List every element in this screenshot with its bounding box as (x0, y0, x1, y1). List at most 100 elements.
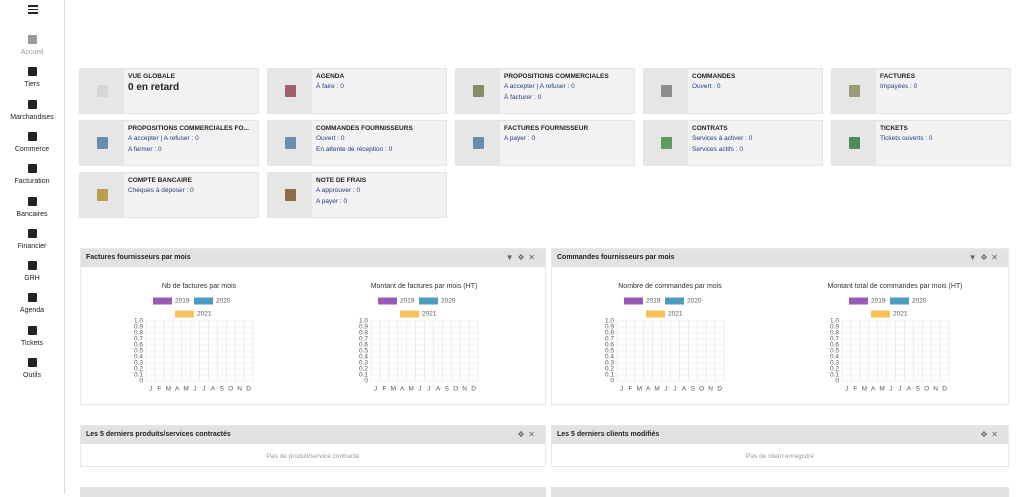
menu-item[interactable]: Outils (0, 358, 64, 379)
y-tick-label: 0.5 (605, 348, 614, 355)
box-line[interactable]: Services à activer : 0 (692, 135, 753, 142)
x-tick-label: J (620, 386, 623, 393)
box-title: VUE GLOBALE (128, 73, 175, 80)
box-line[interactable]: Chèques à déposer : 0 (128, 187, 194, 194)
widget-tools[interactable]: ▼✥✕ (968, 253, 1002, 262)
info-box[interactable]: PROPOSITIONS COMMERCIALES A accepter | A … (455, 68, 635, 114)
legend-swatch (624, 297, 643, 305)
y-tick-label: 0.1 (134, 372, 143, 379)
info-box[interactable]: PROPOSITIONS COMMERCIALES FO... A accepte… (79, 120, 259, 166)
widget-header: Les 5 derniers clients modifiés ✥✕ (552, 426, 1008, 444)
legend-label: 2021 (422, 311, 437, 318)
box-icon (849, 137, 860, 149)
box-line[interactable]: A approuver : 0 (316, 187, 361, 194)
box-title: NOTE DE FRAIS (316, 177, 367, 184)
box-line[interactable]: A fermer : 0 (128, 145, 162, 153)
box-line[interactable]: À faire : 0 (316, 83, 344, 90)
menu-item[interactable]: Accueil (0, 35, 64, 56)
menu-label: GRH (24, 275, 40, 283)
menu-button[interactable] (28, 3, 38, 16)
box-line[interactable]: Services actifs : 0 (692, 145, 743, 153)
menu-item[interactable]: Financier (0, 228, 64, 250)
y-tick-label: 0.4 (359, 354, 368, 361)
box-line[interactable]: En attente de réception : 0 (316, 145, 393, 153)
y-tick-label: 0.7 (605, 336, 614, 343)
box-line[interactable]: A accepter | A refuser : 0 (128, 135, 199, 142)
y-tick-label: 0.1 (605, 372, 614, 379)
info-box[interactable]: AGENDA À faire : 0 (267, 68, 447, 114)
x-tick-label: M (879, 386, 884, 393)
box-title: AGENDA (316, 73, 345, 80)
widget-tools[interactable]: ✥✕ (980, 430, 1002, 439)
x-tick-label: S (220, 386, 225, 393)
info-box[interactable]: COMMANDES Ouvert : 0 (643, 68, 823, 114)
menu-label: Facturation (14, 178, 50, 186)
box-line[interactable]: Ouvert : 0 (316, 135, 345, 142)
menu-label: Agenda (19, 307, 45, 315)
info-box[interactable]: FACTURES Impayées : 0 (831, 68, 1011, 114)
y-tick-label: 0.6 (359, 342, 368, 349)
sidebar: Accueil Tiers Marchandises Commerce Facturat… (0, 0, 65, 494)
box-line[interactable]: À facturer : 0 (504, 93, 542, 101)
menu-item[interactable]: GRH (0, 261, 64, 282)
box-title: COMMANDES FOURNISSEURS (316, 125, 413, 132)
x-tick-label: J (427, 386, 430, 393)
box-line[interactable]: Tickets ouverts : 0 (880, 135, 933, 142)
legend-swatch (400, 310, 419, 318)
x-tick-label: F (628, 386, 632, 393)
menu-label: Tickets (21, 339, 43, 347)
box-line[interactable]: A payer : 0 (316, 197, 348, 205)
menu-icon (27, 228, 37, 238)
widget: Commandes fournisseurs par mois ▼✥✕ Nombre… (551, 248, 1009, 405)
y-tick-label: 0.1 (830, 372, 839, 379)
x-tick-label: D (717, 386, 722, 393)
widget-tools[interactable]: ▼✥✕ (505, 253, 539, 262)
menu-item[interactable]: Bancaires (0, 196, 64, 218)
x-tick-label: M (391, 386, 396, 393)
info-box[interactable]: TICKETS Tickets ouverts : 0 (831, 120, 1011, 166)
menu-item[interactable]: Facturation (0, 164, 64, 185)
info-box[interactable]: VUE GLOBALE 0 en retard (79, 68, 259, 114)
info-box[interactable]: NOTE DE FRAIS A approuver : 0 A payer : 0 (267, 172, 447, 218)
y-tick-label: 1.0 (830, 318, 839, 325)
box-icon-area (832, 69, 876, 113)
box-line[interactable]: Ouvert : 0 (692, 83, 721, 90)
x-tick-label: S (691, 386, 696, 393)
y-tick-label: 0.9 (605, 324, 614, 331)
info-box[interactable]: COMMANDES FOURNISSEURS Ouvert : 0 En atten… (267, 120, 447, 166)
info-box[interactable]: CONTRATS Services à activer : 0 Services a… (643, 120, 823, 166)
box-line[interactable]: A accepter | A refuser : 0 (504, 83, 575, 90)
box-icon-area (80, 121, 124, 165)
y-tick-label: 0.3 (830, 360, 839, 367)
y-tick-label: 0.8 (605, 330, 614, 337)
box-title: CONTRATS (692, 125, 728, 132)
x-tick-label: M (408, 386, 413, 393)
menu-item[interactable]: Agenda (0, 293, 64, 314)
box-icon (473, 85, 484, 97)
x-tick-label: J (898, 386, 901, 393)
legend-swatch (646, 310, 665, 318)
menu-icon (27, 131, 37, 141)
menu-item[interactable]: Marchandises (0, 99, 64, 121)
y-tick-label: 0.7 (359, 336, 368, 343)
x-tick-label: A (175, 386, 180, 393)
box-icon-area (80, 173, 124, 217)
box-line[interactable]: A payer : 0 (504, 135, 536, 142)
widget-title: Les 5 derniers clients modifiés (557, 431, 660, 438)
x-tick-label: A (436, 386, 441, 393)
box-line[interactable]: Impayées : 0 (880, 83, 918, 90)
legend-label: 2020 (687, 298, 702, 305)
menu-item[interactable]: Commerce (0, 131, 64, 153)
x-tick-label: O (924, 386, 929, 393)
box-icon (849, 85, 860, 97)
menu-item[interactable]: Tickets (0, 325, 64, 347)
box-line[interactable]: 0 en retard (128, 82, 180, 93)
widget-tools[interactable]: ✥✕ (517, 430, 539, 439)
x-tick-label: A (211, 386, 216, 393)
info-box[interactable]: FACTURES FOURNISSEUR A payer : 0 (455, 120, 635, 166)
menu-item[interactable]: Tiers (0, 67, 64, 88)
x-tick-label: F (157, 386, 161, 393)
y-tick-label: 0.5 (359, 348, 368, 355)
info-box[interactable]: COMPTE BANCAIRE Chèques à déposer : 0 (79, 172, 259, 218)
legend-swatch (153, 297, 172, 305)
